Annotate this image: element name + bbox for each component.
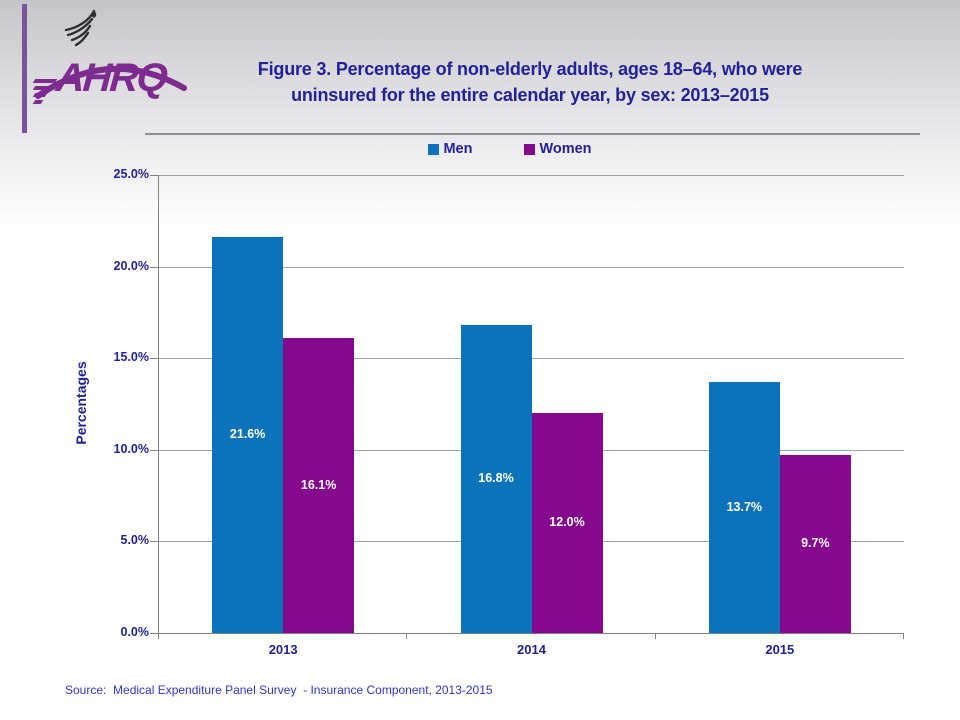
bar-value-label-men-2013: 21.6% bbox=[229, 427, 266, 442]
gridline-20.0% bbox=[159, 266, 904, 268]
y-tick-label: 15.0% bbox=[113, 350, 149, 365]
gridline-15.0% bbox=[159, 358, 904, 360]
figure-title: Figure 3. Percentage of non-elderly adul… bbox=[150, 56, 910, 108]
chart-legend: Men Women bbox=[30, 141, 960, 157]
y-tick-20.0% bbox=[150, 266, 159, 268]
header-divider bbox=[145, 133, 920, 136]
y-tick-25.0% bbox=[150, 175, 159, 176]
y-tick-15.0% bbox=[150, 358, 159, 360]
bar-value-label-men-2015: 13.7% bbox=[726, 499, 763, 514]
men-swatch-icon bbox=[428, 143, 440, 155]
left-accent-stripe bbox=[22, 4, 27, 133]
bar-women-2014 bbox=[531, 413, 603, 633]
legend-item-women: Women bbox=[524, 141, 592, 157]
bar-women-2015 bbox=[779, 455, 851, 633]
legend-label-women: Women bbox=[539, 141, 592, 157]
figure-title-line2: uninsured for the entire calendar year, … bbox=[291, 85, 769, 105]
x-tick bbox=[406, 633, 408, 639]
bar-value-label-women-2014: 12.0% bbox=[549, 515, 585, 530]
y-tick-label: 25.0% bbox=[113, 167, 149, 181]
bar-men-2014 bbox=[460, 325, 532, 633]
y-tick-label: 0.0% bbox=[120, 625, 150, 639]
legend-item-men: Men bbox=[428, 141, 472, 157]
figure-title-line1: Figure 3. Percentage of non-elderly adul… bbox=[257, 59, 803, 79]
y-tick-5.0% bbox=[150, 541, 159, 543]
y-tick-label: 5.0% bbox=[120, 533, 150, 548]
bar-men-2015 bbox=[708, 382, 780, 633]
women-swatch-icon bbox=[524, 143, 536, 155]
logo-arc bbox=[32, 44, 192, 109]
bar-women-2013 bbox=[283, 338, 355, 633]
x-category-label-2013: 2013 bbox=[268, 642, 298, 657]
x-tick bbox=[654, 633, 656, 639]
x-category-label-2015: 2015 bbox=[765, 642, 795, 657]
bar-value-label-women-2013: 16.1% bbox=[300, 477, 337, 492]
source-note: Source: Medical Expenditure Panel Survey… bbox=[65, 683, 493, 697]
plot-area: 0.0% 5.0% 10.0% 15.0% 20.0% 25.0% 21.6% 16.1% 20… bbox=[114, 167, 904, 657]
legend-label-men: Men bbox=[443, 141, 473, 157]
hhs-eagle-icon bbox=[58, 6, 104, 57]
y-tick-label: 10.0% bbox=[113, 441, 149, 456]
x-tick bbox=[158, 633, 159, 639]
logo-speed-lines bbox=[32, 76, 58, 107]
bar-men-2013 bbox=[212, 237, 284, 633]
y-tick-10.0% bbox=[150, 449, 159, 451]
y-tick-label: 20.0% bbox=[113, 258, 149, 273]
gridline-25.0% bbox=[159, 175, 904, 176]
y-tick-0.0% bbox=[150, 633, 159, 634]
x-category-label-2014: 2014 bbox=[517, 642, 546, 657]
bar-value-label-men-2014: 16.8% bbox=[478, 471, 514, 486]
ahrq-logo: AHRQ bbox=[32, 4, 202, 122]
bar-value-label-women-2015: 9.7% bbox=[801, 536, 830, 551]
x-tick bbox=[903, 633, 904, 639]
